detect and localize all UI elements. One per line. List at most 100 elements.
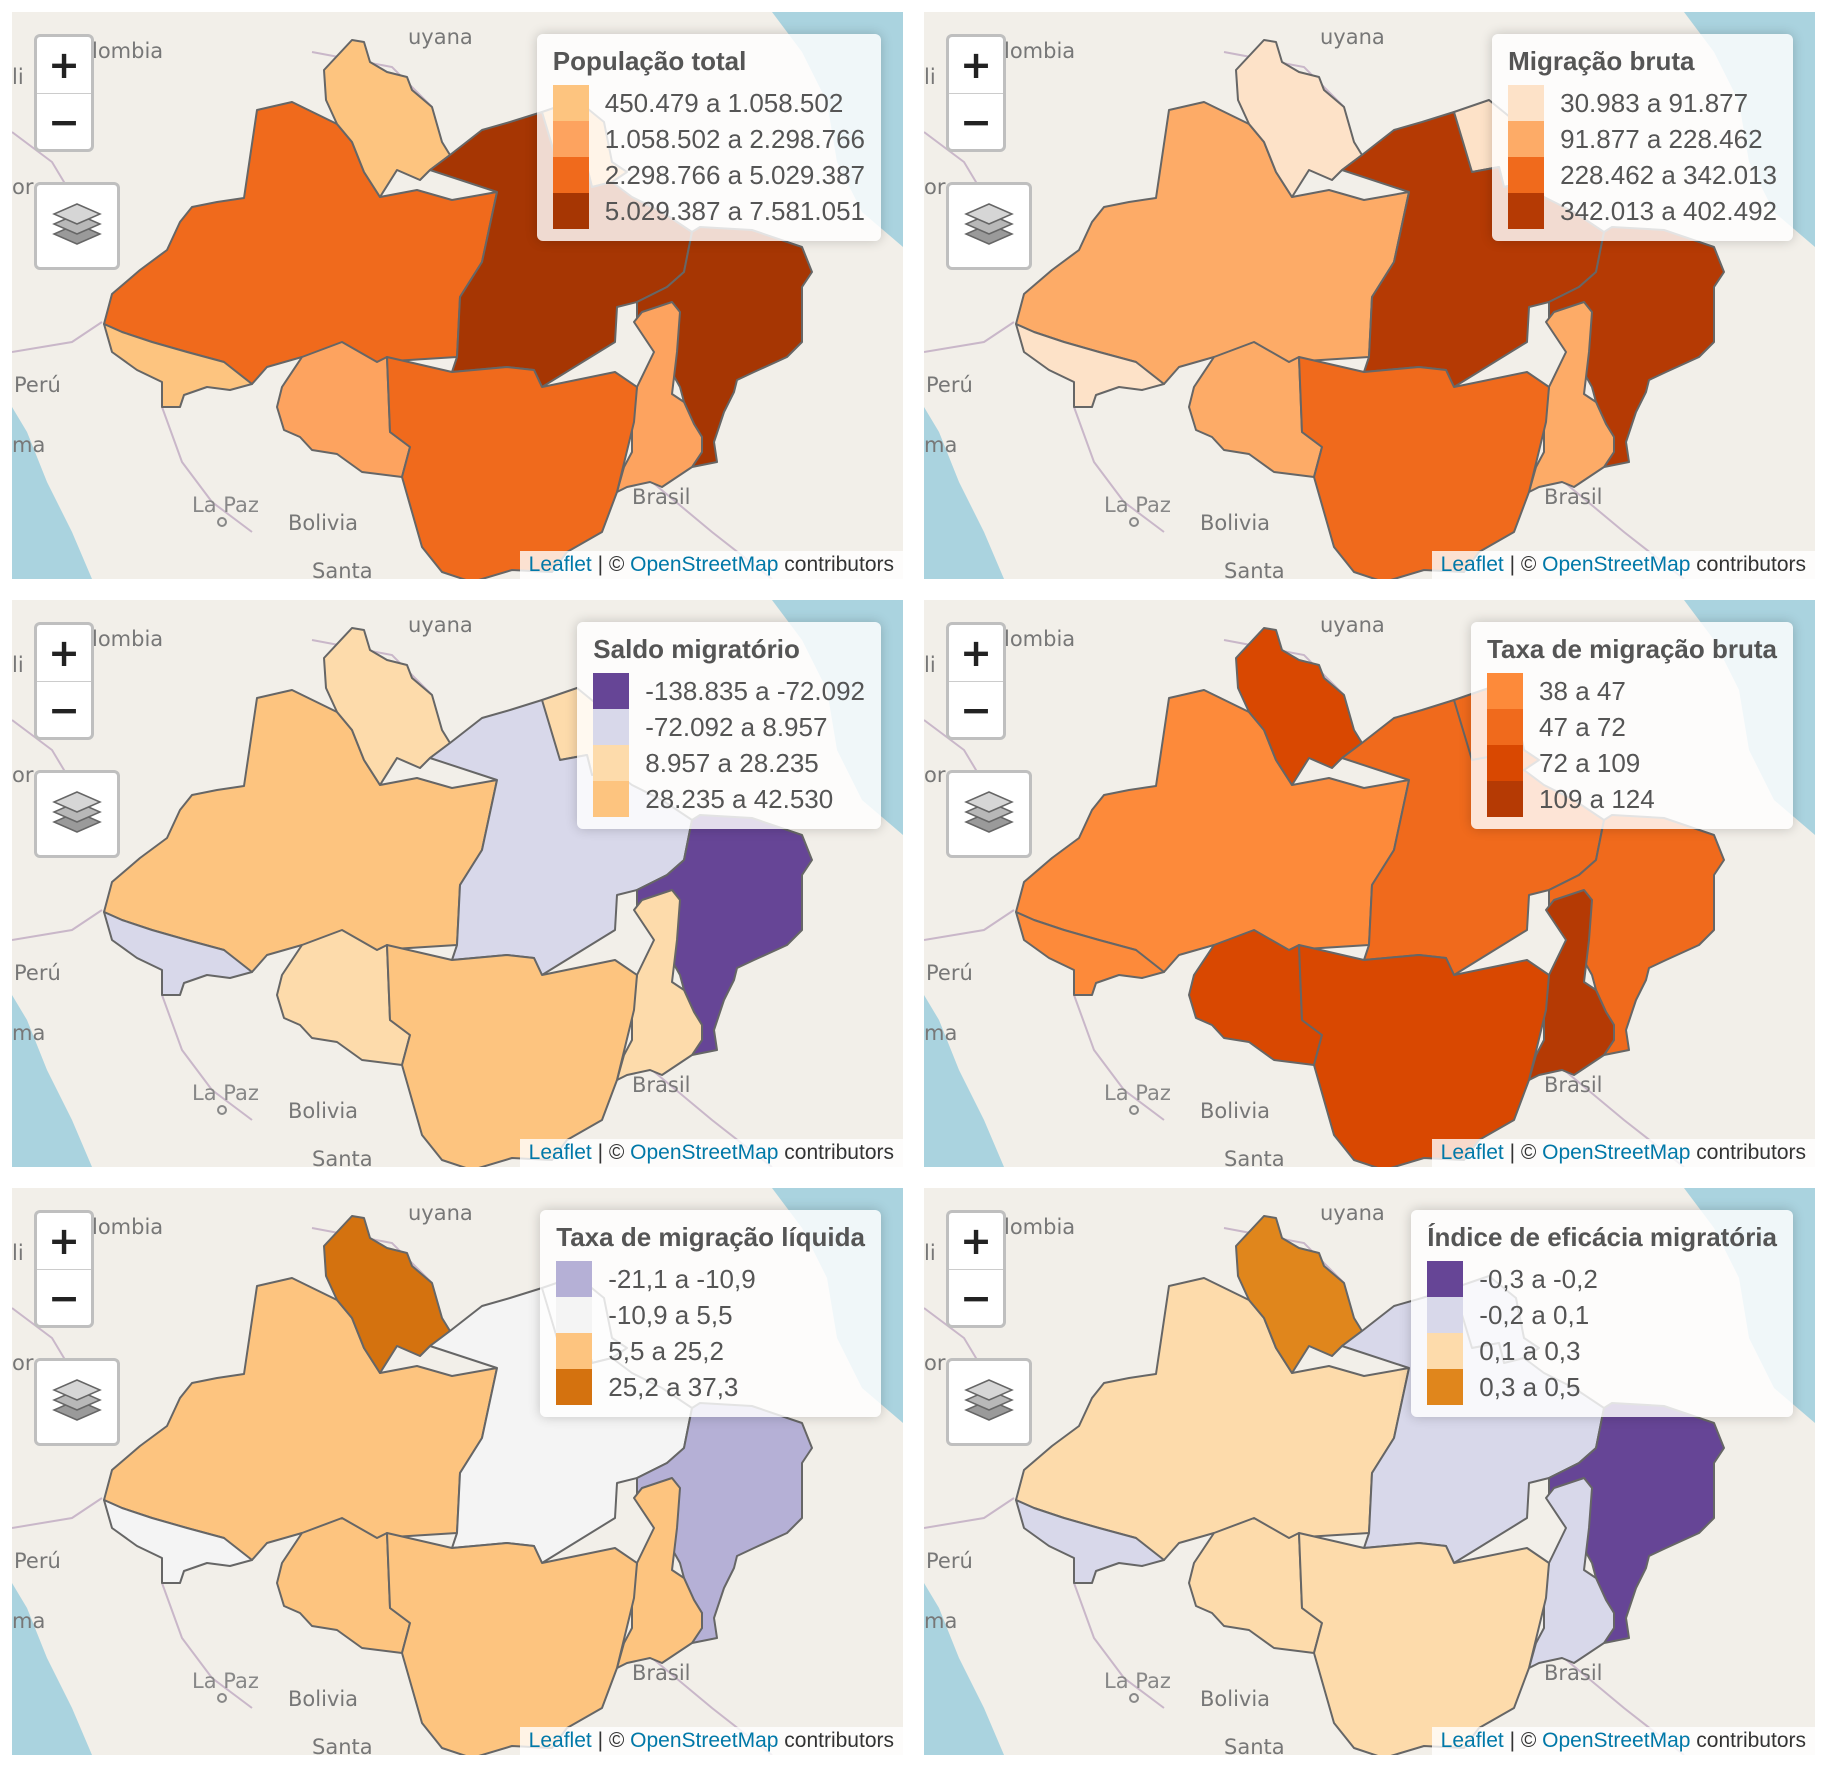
legend-item: 72 a 109 [1487,745,1777,781]
choropleth-map-panel[interactable]: lombia uyana li or Perú ma La Paz Bolivia Brasil… [924,12,1815,579]
legend-label: 342.013 a 402.492 [1560,195,1777,226]
legend-item: 8.957 a 28.235 [593,745,865,781]
basemap-label-or: or [924,175,946,199]
legend-item: -0,2 a 0,1 [1427,1297,1777,1333]
legend-item: -0,3 a -0,2 [1427,1261,1777,1297]
state-region-ro[interactable] [1188,341,1323,478]
layers-control-button[interactable] [34,1358,120,1446]
openstreetmap-link[interactable]: OpenStreetMap [630,553,779,576]
basemap-label-peru: Perú [14,373,61,397]
legend-label: -72.092 a 8.957 [645,711,828,742]
state-region-ro[interactable] [276,1517,411,1654]
basemap-label-guyana: uyana [408,1201,473,1225]
basemap-label-colombia: lombia [1004,627,1075,651]
basemap-label-la_paz: La Paz [192,1081,259,1105]
basemap-label-colombia: lombia [1004,1215,1075,1239]
zoom-in-button[interactable]: + [949,37,1003,94]
zoom-control: + − [34,1210,94,1328]
legend-item: 30.983 a 91.877 [1508,85,1777,121]
attribution-contributors: contributors [1696,1729,1806,1752]
zoom-control: + − [34,622,94,740]
basemap-label-bolivia: Bolivia [288,1099,358,1123]
legend-swatch [556,1369,593,1405]
zoom-in-button[interactable]: + [37,625,91,682]
state-region-ro[interactable] [276,341,411,478]
legend-item: 342.013 a 402.492 [1508,193,1777,229]
basemap-label-brasil: Brasil [632,1073,691,1097]
zoom-out-button[interactable]: − [48,100,80,144]
basemap-label-bolivia: Bolivia [1200,1687,1270,1711]
zoom-out-button[interactable]: − [48,1276,80,1320]
country-borders [12,1227,773,1755]
basemap-label-brasil: Brasil [1544,1661,1603,1685]
basemap-label-santa: Santa [312,1147,373,1167]
legend-swatch [1427,1297,1464,1333]
basemap-label-peru: Perú [14,1549,61,1573]
state-region-ac[interactable] [103,1499,253,1584]
legend-swatch [556,1333,593,1369]
leaflet-link[interactable]: Leaflet [528,1141,592,1164]
zoom-out-button[interactable]: − [960,1276,992,1320]
legend-swatch [552,121,589,157]
leaflet-link[interactable]: Leaflet [528,1729,592,1752]
country-borders [924,639,1685,1167]
basemap-label-guyana: uyana [1320,613,1385,637]
layers-control-button[interactable] [946,1358,1032,1446]
attribution-separator: | © [1509,553,1537,576]
leaflet-link[interactable]: Leaflet [1440,1729,1504,1752]
zoom-in-button[interactable]: + [37,1213,91,1270]
legend-label: 2.298.766 a 5.029.387 [604,159,865,190]
map-attribution: Leaflet | © OpenStreetMap contributors [1431,1727,1815,1755]
choropleth-map-panel[interactable]: lombia uyana li or Perú ma La Paz Bolivia Brasil… [12,600,903,1167]
state-region-ac[interactable] [1015,1499,1165,1584]
legend-item: 91.877 a 228.462 [1508,121,1777,157]
basemap-label-la_paz: La Paz [192,493,259,517]
leaflet-link[interactable]: Leaflet [528,553,592,576]
state-region-ac[interactable] [103,323,253,408]
layers-control-button[interactable] [946,182,1032,270]
openstreetmap-link[interactable]: OpenStreetMap [630,1141,779,1164]
attribution-contributors: contributors [1696,553,1806,576]
map-legend: Migração bruta 30.983 a 91.877 91.877 a 22… [1492,34,1793,241]
openstreetmap-link[interactable]: OpenStreetMap [630,1729,779,1752]
choropleth-map-panel[interactable]: lombia uyana li or Perú ma La Paz Bolivia Brasil… [924,600,1815,1167]
zoom-out-button[interactable]: − [960,100,992,144]
country-borders [12,51,773,579]
layers-control-button[interactable] [34,182,120,270]
attribution-contributors: contributors [784,1729,894,1752]
openstreetmap-link[interactable]: OpenStreetMap [1542,553,1691,576]
state-region-ac[interactable] [1015,911,1165,996]
openstreetmap-link[interactable]: OpenStreetMap [1542,1729,1691,1752]
layers-control-button[interactable] [34,770,120,858]
basemap-label-lima: ma [924,433,957,457]
state-region-ac[interactable] [1015,323,1165,408]
state-region-ro[interactable] [1188,1517,1323,1654]
zoom-in-button[interactable]: + [949,1213,1003,1270]
map-legend: Saldo migratório -138.835 a -72.092 -72.09… [577,622,881,829]
legend-label: -0,3 a -0,2 [1479,1263,1598,1294]
basemap-label-lima: ma [12,1021,45,1045]
leaflet-link[interactable]: Leaflet [1440,1141,1504,1164]
zoom-in-button[interactable]: + [37,37,91,94]
leaflet-link[interactable]: Leaflet [1440,553,1504,576]
layers-control-button[interactable] [946,770,1032,858]
basemap-label-peru: Perú [926,1549,973,1573]
zoom-out-button[interactable]: − [48,688,80,732]
zoom-in-button[interactable]: + [949,625,1003,682]
map-canvas[interactable]: lombia uyana li or Perú ma La Paz Bolivia Brasil… [924,12,1815,579]
zoom-out-button[interactable]: − [960,688,992,732]
basemap-label-la_paz: La Paz [1104,493,1171,517]
legend-item: 0,1 a 0,3 [1427,1333,1777,1369]
basemap-label-colombia: lombia [92,1215,163,1239]
legend-item: 109 a 124 [1487,781,1777,817]
state-region-ro[interactable] [276,929,411,1066]
choropleth-map-panel[interactable]: lombia uyana li or Perú ma La Paz Bolivia Brasil… [12,1188,903,1755]
state-region-ro[interactable] [1188,929,1323,1066]
openstreetmap-link[interactable]: OpenStreetMap [1542,1141,1691,1164]
basemap-label-guyana: uyana [1320,25,1385,49]
choropleth-map-panel[interactable]: lombia uyana li or Perú ma La Paz Bolivia Brasil… [12,12,903,579]
legend-item: 38 a 47 [1487,673,1777,709]
state-region-ac[interactable] [103,911,253,996]
choropleth-map-panel[interactable]: lombia uyana li or Perú ma La Paz Bolivia Brasil… [924,1188,1815,1755]
legend-swatch [1508,193,1545,229]
